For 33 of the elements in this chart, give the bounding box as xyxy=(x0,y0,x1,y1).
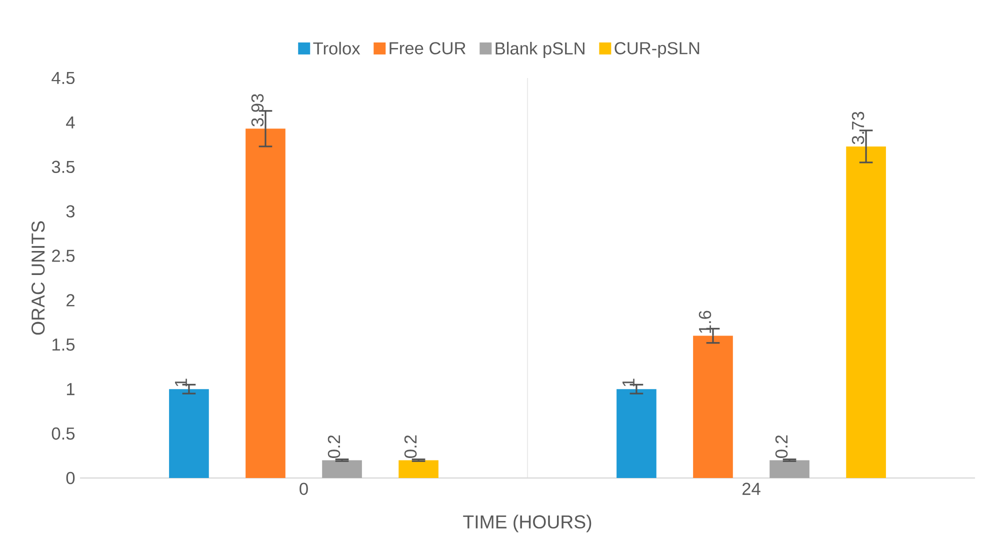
y-tick-label: 1.5 xyxy=(52,338,75,351)
data-label: 1 xyxy=(622,378,634,386)
legend-label: Free CUR xyxy=(390,42,466,54)
data-label: 1 xyxy=(175,378,187,386)
legend-label: CUR-pSLN xyxy=(614,42,700,58)
y-tick-label: 3 xyxy=(66,205,75,218)
bar xyxy=(169,389,209,478)
data-label: 0.2 xyxy=(775,435,788,458)
y-tick-label: 4.5 xyxy=(52,72,75,84)
x-axis-title: TIME (HOURS) xyxy=(463,514,592,532)
bar xyxy=(398,460,438,478)
data-label: 3.73 xyxy=(852,112,864,144)
bar xyxy=(770,460,810,478)
bar xyxy=(846,146,886,478)
legend-label: Blank pSLN xyxy=(496,42,584,58)
bar xyxy=(246,128,286,478)
data-label: 0.2 xyxy=(404,435,417,458)
y-axis-title: ORAC UNITS xyxy=(31,221,45,335)
y-tick-label: 1 xyxy=(66,383,74,396)
bar xyxy=(616,389,656,478)
y-tick-label: 3.5 xyxy=(52,160,75,174)
bar xyxy=(693,336,733,478)
data-label: 1.6 xyxy=(698,310,712,333)
y-tick-label: 4 xyxy=(66,116,75,128)
legend-label: Trolox xyxy=(313,42,360,55)
data-label: 3.93 xyxy=(251,94,264,126)
data-label: 0.2 xyxy=(328,435,340,458)
y-tick-label: 2 xyxy=(66,294,74,306)
y-tick-label: 2.5 xyxy=(52,250,75,262)
y-tick-label: 0.5 xyxy=(52,427,75,440)
bar xyxy=(322,460,362,478)
y-tick-label: 0 xyxy=(66,472,75,484)
x-tick-label: 24 xyxy=(742,482,760,495)
